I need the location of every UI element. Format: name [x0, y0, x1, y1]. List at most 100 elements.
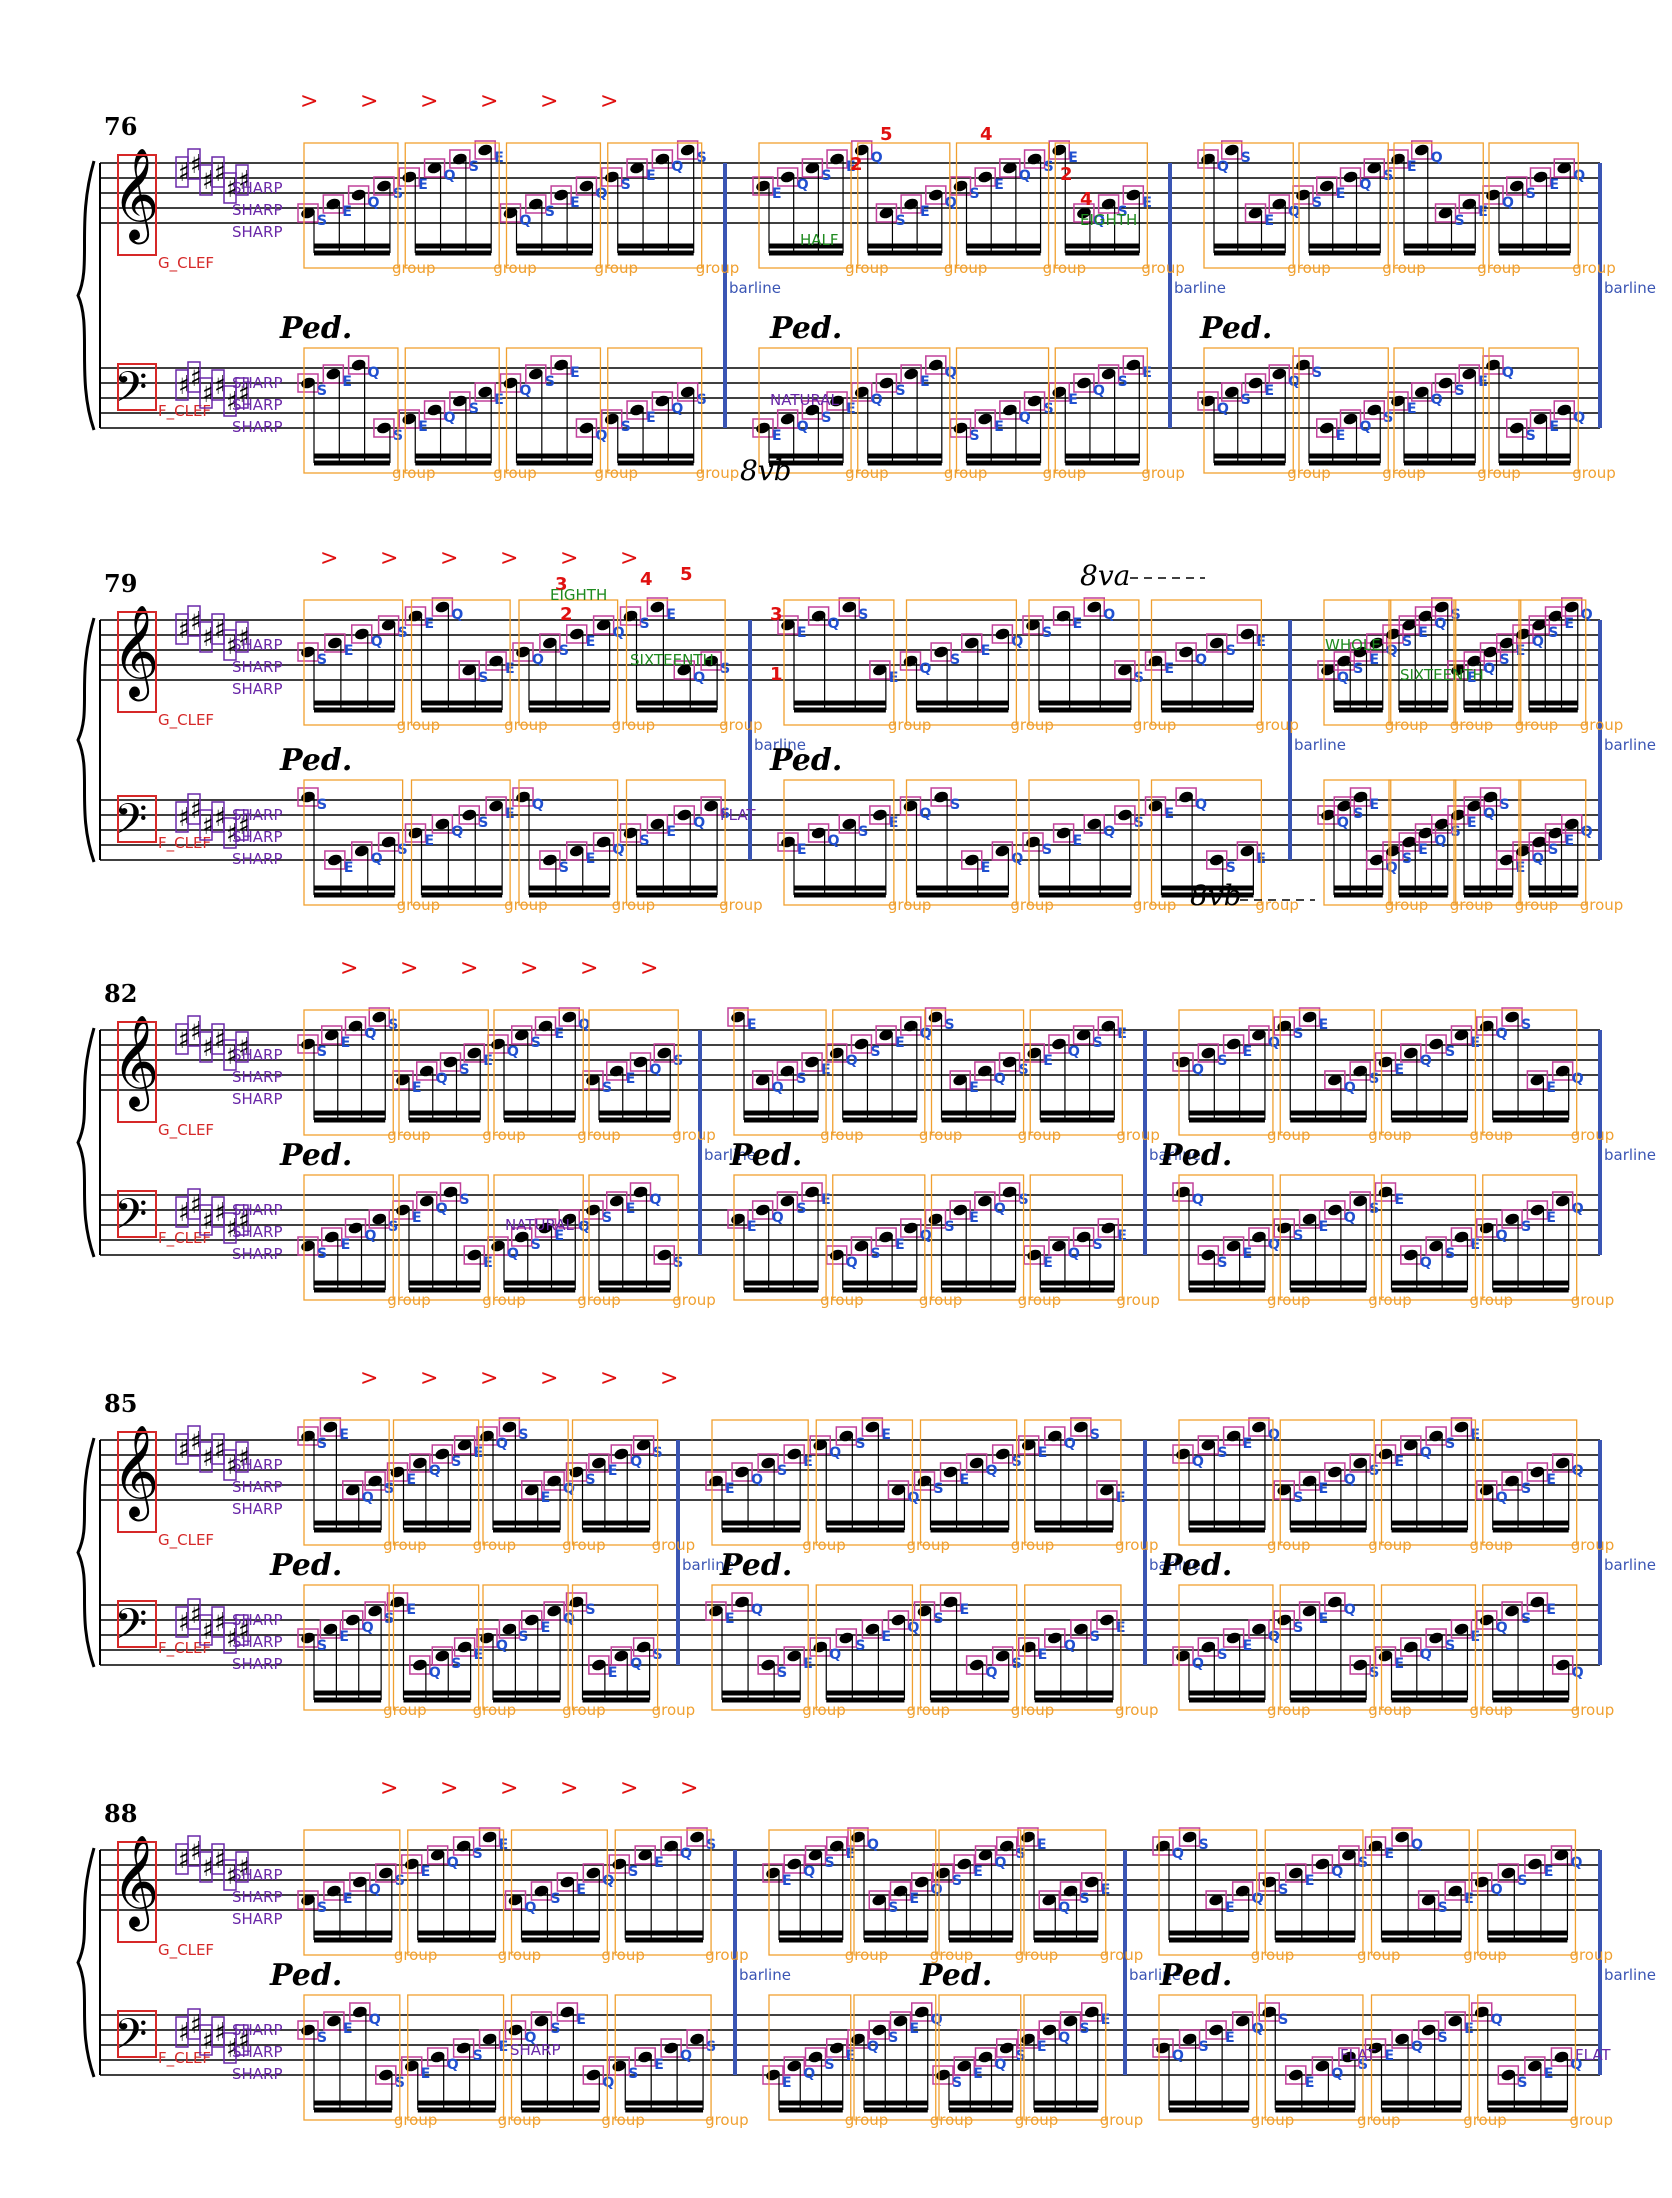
- note-type-letter: Q: [803, 2066, 815, 2082]
- group-box: [853, 1994, 937, 2121]
- accent-mark: >: [620, 546, 638, 571]
- notehead-box: [423, 400, 446, 420]
- notehead-box: [1097, 194, 1120, 214]
- notehead-box: [1349, 787, 1372, 807]
- note-type-letter: Q: [867, 1837, 879, 1853]
- sharp-label: SHARP: [232, 1068, 283, 1086]
- notehead: [1353, 1457, 1367, 1469]
- note-type-letter: E: [895, 1237, 905, 1253]
- notehead: [780, 1065, 795, 1077]
- note-type-letter: S: [1093, 1035, 1103, 1051]
- note-type-letter: E: [626, 1201, 636, 1217]
- notehead: [462, 664, 477, 676]
- note-type-letter: Q: [1420, 1445, 1432, 1461]
- note-type-letter: S: [1402, 851, 1412, 867]
- notehead: [1532, 836, 1547, 848]
- notehead-box: [1298, 1471, 1321, 1491]
- notehead-box: [1070, 1619, 1092, 1639]
- clef-box: [117, 1600, 157, 1648]
- accent-mark: >: [560, 546, 578, 571]
- notehead-box: [1048, 1034, 1070, 1054]
- note-type-letter: Q: [1064, 1436, 1076, 1452]
- note-type-letter: Q: [1572, 1071, 1584, 1087]
- notehead-box: [1273, 1016, 1295, 1036]
- group-box: [1054, 142, 1148, 269]
- notehead-box: [297, 2020, 319, 2040]
- note-type-letter: E: [910, 1891, 920, 1907]
- notehead-box: [826, 149, 848, 169]
- note-type-letter: E: [1073, 833, 1083, 849]
- notehead: [1074, 1421, 1088, 1433]
- notehead-box: [566, 624, 588, 644]
- notehead-box: [996, 2038, 1018, 2058]
- notehead: [1084, 1876, 1099, 1888]
- sharp-label: SHARP: [232, 680, 283, 698]
- notehead-box: [375, 2065, 397, 2085]
- notehead-box: [1298, 1007, 1321, 1027]
- note-type-letter: E: [1407, 401, 1417, 417]
- note-type-letter: E: [1037, 1837, 1047, 1853]
- note-type-letter: Q: [436, 1071, 448, 1087]
- notehead: [1101, 1020, 1116, 1032]
- group-box: [1380, 1174, 1477, 1301]
- note-type-letter: E: [1395, 1454, 1405, 1470]
- notehead: [655, 395, 670, 407]
- group-box: [303, 779, 404, 906]
- group-box: [588, 1009, 679, 1136]
- notehead-box: [485, 796, 507, 816]
- notehead: [1077, 377, 1091, 389]
- notehead-box: [499, 203, 522, 223]
- notehead: [1509, 422, 1524, 434]
- notehead: [780, 171, 795, 183]
- notehead-box: [913, 1601, 936, 1621]
- notehead-box: [900, 194, 922, 214]
- group-box: [303, 1174, 394, 1301]
- notehead: [427, 162, 442, 174]
- notehead-box: [1248, 1619, 1270, 1639]
- notehead-box: [297, 787, 319, 807]
- notehead: [1337, 655, 1352, 667]
- group-box: [919, 1584, 1018, 1711]
- note-type-letter: S: [460, 1192, 470, 1208]
- group-box: [1518, 599, 1587, 726]
- notehead: [1429, 1038, 1443, 1050]
- notehead: [1126, 359, 1141, 371]
- notehead-box: [1417, 1890, 1440, 1910]
- notehead-box: [592, 832, 615, 852]
- notehead: [879, 1029, 893, 1041]
- overlay-label: SIXTEENTH: [1400, 666, 1484, 684]
- note-type-letter: Q: [496, 1638, 508, 1654]
- group-box: [857, 347, 951, 474]
- note-type-letter: E: [1550, 177, 1560, 193]
- notehead: [1533, 413, 1548, 425]
- notehead-box: [974, 1061, 996, 1081]
- note-type-letter: S: [870, 1246, 880, 1262]
- notehead-box: [932, 2065, 954, 2085]
- notehead: [904, 1020, 918, 1032]
- notehead: [735, 1466, 749, 1478]
- group-box: [938, 1994, 1022, 2121]
- note-type-letter: S: [1526, 428, 1536, 444]
- note-type-letter: S: [1455, 383, 1465, 399]
- notehead: [328, 854, 342, 866]
- note-type-letter: Q: [1268, 1035, 1280, 1051]
- notehead-box: [575, 176, 598, 196]
- notehead-box: [1205, 2020, 1227, 2040]
- group-box: [1279, 1584, 1375, 1711]
- notehead: [893, 2015, 908, 2027]
- notehead: [379, 2069, 393, 2081]
- note-type-letter: Q: [1420, 1255, 1432, 1271]
- note-type-letter: S: [1080, 1891, 1090, 1907]
- notehead-box: [323, 1881, 345, 1901]
- accent-mark: >: [420, 1366, 438, 1391]
- notehead: [1100, 1614, 1114, 1626]
- group-box: [938, 1829, 1022, 1956]
- treble-clef: 𝄞: [112, 1424, 159, 1521]
- notehead: [808, 2051, 823, 2063]
- notehead: [995, 845, 1010, 857]
- notehead: [1483, 646, 1498, 658]
- note-type-letter: E: [1546, 1472, 1556, 1488]
- note-type-letter: E: [969, 1210, 979, 1226]
- sharp-label: SHARP: [232, 179, 283, 197]
- notehead-box: [1097, 1218, 1120, 1238]
